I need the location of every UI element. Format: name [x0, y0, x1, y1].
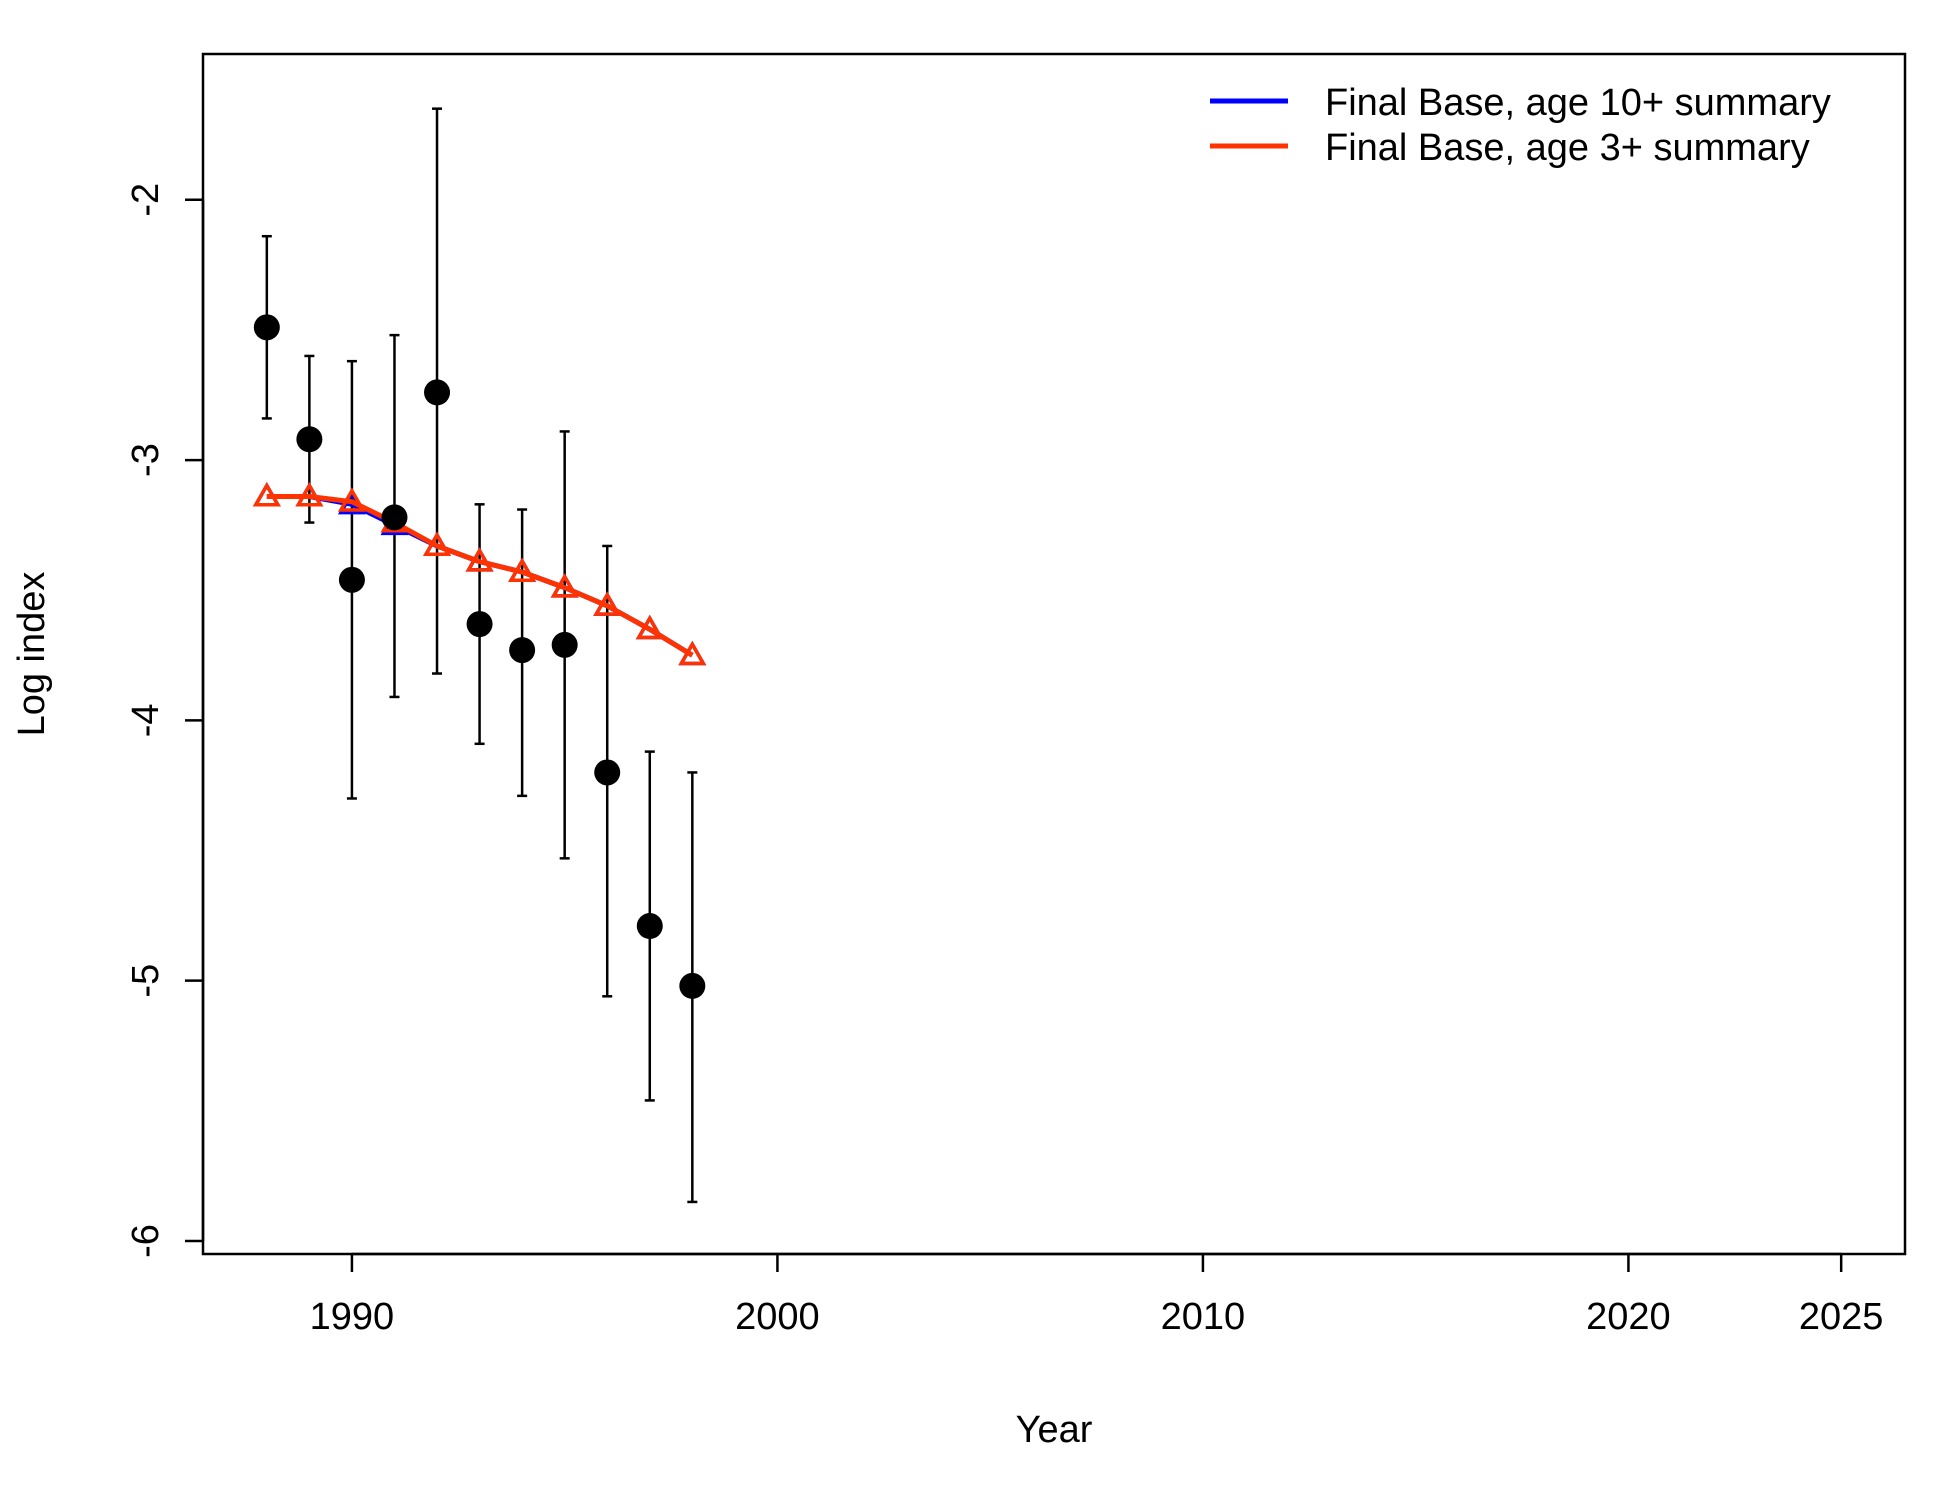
observed-point [636, 913, 663, 940]
y-axis: -6 -5 -4 -3 -2 [125, 183, 205, 1258]
x-tick-label: 2000 [735, 1296, 820, 1338]
x-tick-label: 1990 [310, 1296, 395, 1338]
legend-label-series-1: Final Base, age 10+ summary [1325, 82, 1831, 124]
series-line-2 [266, 494, 694, 658]
y-tick-label: -5 [125, 964, 167, 998]
observed-point [253, 314, 280, 341]
observed-point [551, 631, 578, 658]
observed-point [466, 611, 493, 638]
x-axis: 1990 2000 2010 2020 2025 [310, 1252, 1884, 1338]
observed-point [509, 637, 536, 664]
observed-point [296, 426, 323, 453]
series-2-marker [337, 487, 366, 512]
y-tick-label: -3 [125, 443, 167, 477]
observed-point [679, 972, 706, 999]
observed-points [253, 314, 706, 999]
y-tick-label: -4 [125, 703, 167, 737]
error-bars [261, 107, 698, 1204]
y-tick-label: -2 [125, 183, 167, 217]
series-2-marker [295, 481, 324, 507]
observed-point [338, 566, 365, 593]
legend: Final Base, age 10+ summary Final Base, … [1210, 82, 1831, 169]
series-2-marker [678, 640, 707, 666]
series-2-marker [423, 531, 452, 556]
observed-point [594, 759, 621, 786]
legend-label-series-2: Final Base, age 3+ summary [1325, 127, 1810, 169]
series-2-marker [465, 547, 494, 572]
plot-frame [201, 52, 1907, 1256]
x-tick-label: 2025 [1799, 1296, 1884, 1338]
x-tick-label: 2010 [1161, 1296, 1246, 1338]
y-tick-label: -6 [125, 1224, 167, 1258]
series-2-marker [508, 557, 537, 583]
series-2-marker [550, 573, 579, 598]
x-tick-label: 2020 [1586, 1296, 1671, 1338]
x-axis-title: Year [1016, 1409, 1093, 1451]
observed-point [381, 504, 408, 531]
y-axis-title: Log index [11, 572, 53, 737]
series-2-marker [635, 614, 664, 640]
observed-point [424, 379, 451, 406]
series-lines [252, 481, 707, 666]
series-2-marker [593, 591, 622, 616]
series-2-marker [252, 481, 281, 507]
